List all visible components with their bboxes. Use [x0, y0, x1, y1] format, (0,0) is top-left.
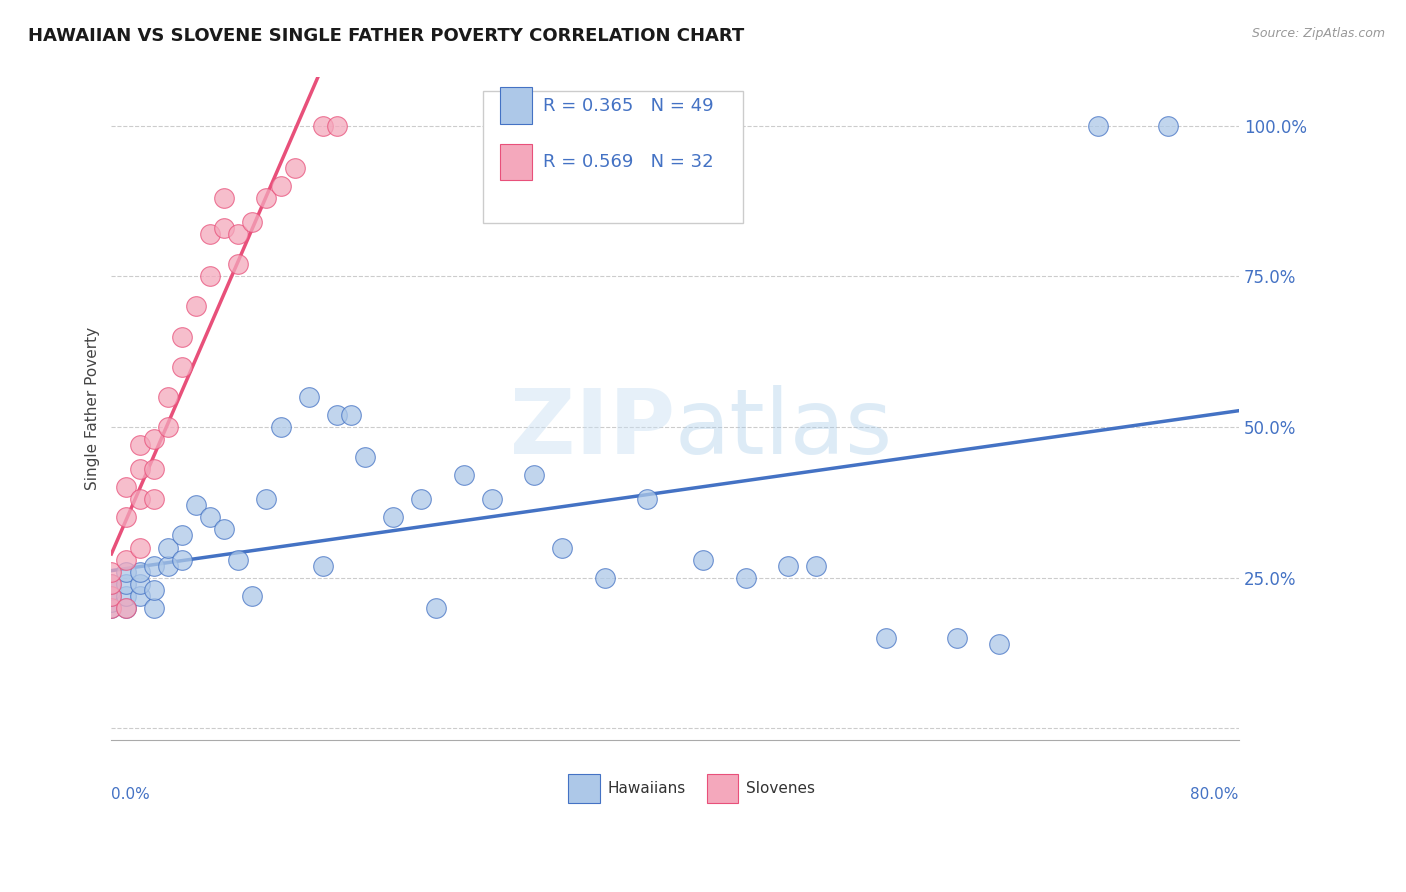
Point: [453, 468, 475, 483]
Point: [100, 595, 122, 609]
Point: [212, 221, 235, 235]
Point: [226, 227, 249, 241]
Point: [128, 576, 150, 591]
Point: [254, 492, 277, 507]
Point: [156, 558, 179, 573]
Text: atlas: atlas: [675, 384, 893, 473]
Point: [170, 552, 193, 566]
Point: [382, 510, 405, 524]
Point: [636, 492, 658, 507]
Point: [312, 558, 335, 573]
Point: [270, 178, 292, 193]
Text: Hawaiians: Hawaiians: [607, 781, 686, 797]
Point: [270, 420, 292, 434]
Point: [184, 499, 207, 513]
Text: R = 0.569   N = 32: R = 0.569 N = 32: [543, 153, 714, 171]
Point: [142, 462, 165, 476]
Bar: [568, 773, 599, 804]
Point: [734, 571, 756, 585]
Point: [156, 541, 179, 555]
Point: [128, 462, 150, 476]
Text: Slovenes: Slovenes: [747, 781, 815, 797]
Point: [240, 215, 263, 229]
Point: [128, 589, 150, 603]
Point: [946, 631, 969, 645]
Point: [212, 191, 235, 205]
Point: [411, 492, 433, 507]
Point: [170, 359, 193, 374]
Point: [776, 558, 799, 573]
Point: [128, 541, 150, 555]
Bar: [501, 87, 531, 124]
Point: [114, 600, 136, 615]
Point: [593, 571, 616, 585]
Point: [100, 600, 122, 615]
Point: [100, 565, 122, 579]
Point: [875, 631, 897, 645]
Point: [142, 558, 165, 573]
Point: [198, 227, 221, 241]
Point: [354, 450, 377, 464]
Point: [114, 600, 136, 615]
Y-axis label: Single Father Poverty: Single Father Poverty: [86, 327, 100, 491]
Point: [692, 552, 714, 566]
Point: [298, 390, 321, 404]
Point: [170, 528, 193, 542]
FancyBboxPatch shape: [484, 91, 742, 223]
Point: [128, 565, 150, 579]
Point: [128, 438, 150, 452]
Point: [114, 589, 136, 603]
Bar: [501, 144, 531, 180]
Point: [254, 191, 277, 205]
Text: HAWAIIAN VS SLOVENE SINGLE FATHER POVERTY CORRELATION CHART: HAWAIIAN VS SLOVENE SINGLE FATHER POVERT…: [28, 27, 744, 45]
Point: [988, 637, 1011, 651]
Point: [226, 552, 249, 566]
Point: [1087, 119, 1109, 133]
Point: [170, 329, 193, 343]
Point: [326, 408, 349, 422]
Point: [100, 600, 122, 615]
Point: [114, 576, 136, 591]
Point: [114, 510, 136, 524]
Point: [523, 468, 546, 483]
Point: [114, 565, 136, 579]
Point: [142, 492, 165, 507]
Point: [114, 552, 136, 566]
Point: [425, 600, 447, 615]
Point: [240, 589, 263, 603]
Point: [284, 161, 307, 175]
Point: [1157, 119, 1180, 133]
Point: [142, 600, 165, 615]
Point: [100, 582, 122, 597]
Point: [481, 492, 503, 507]
Point: [156, 420, 179, 434]
Point: [100, 576, 122, 591]
Text: Source: ZipAtlas.com: Source: ZipAtlas.com: [1251, 27, 1385, 40]
Point: [100, 576, 122, 591]
Point: [156, 390, 179, 404]
Text: 80.0%: 80.0%: [1191, 787, 1239, 802]
Bar: [707, 773, 738, 804]
Point: [100, 589, 122, 603]
Text: ZIP: ZIP: [510, 384, 675, 473]
Point: [142, 582, 165, 597]
Point: [128, 492, 150, 507]
Point: [212, 523, 235, 537]
Point: [312, 119, 335, 133]
Text: 0.0%: 0.0%: [111, 787, 150, 802]
Point: [114, 480, 136, 494]
Point: [184, 300, 207, 314]
Point: [226, 257, 249, 271]
Point: [804, 558, 827, 573]
Point: [198, 510, 221, 524]
Point: [100, 589, 122, 603]
Point: [142, 432, 165, 446]
Point: [198, 269, 221, 284]
Text: R = 0.365   N = 49: R = 0.365 N = 49: [543, 97, 714, 115]
Point: [340, 408, 363, 422]
Point: [551, 541, 574, 555]
Point: [326, 119, 349, 133]
